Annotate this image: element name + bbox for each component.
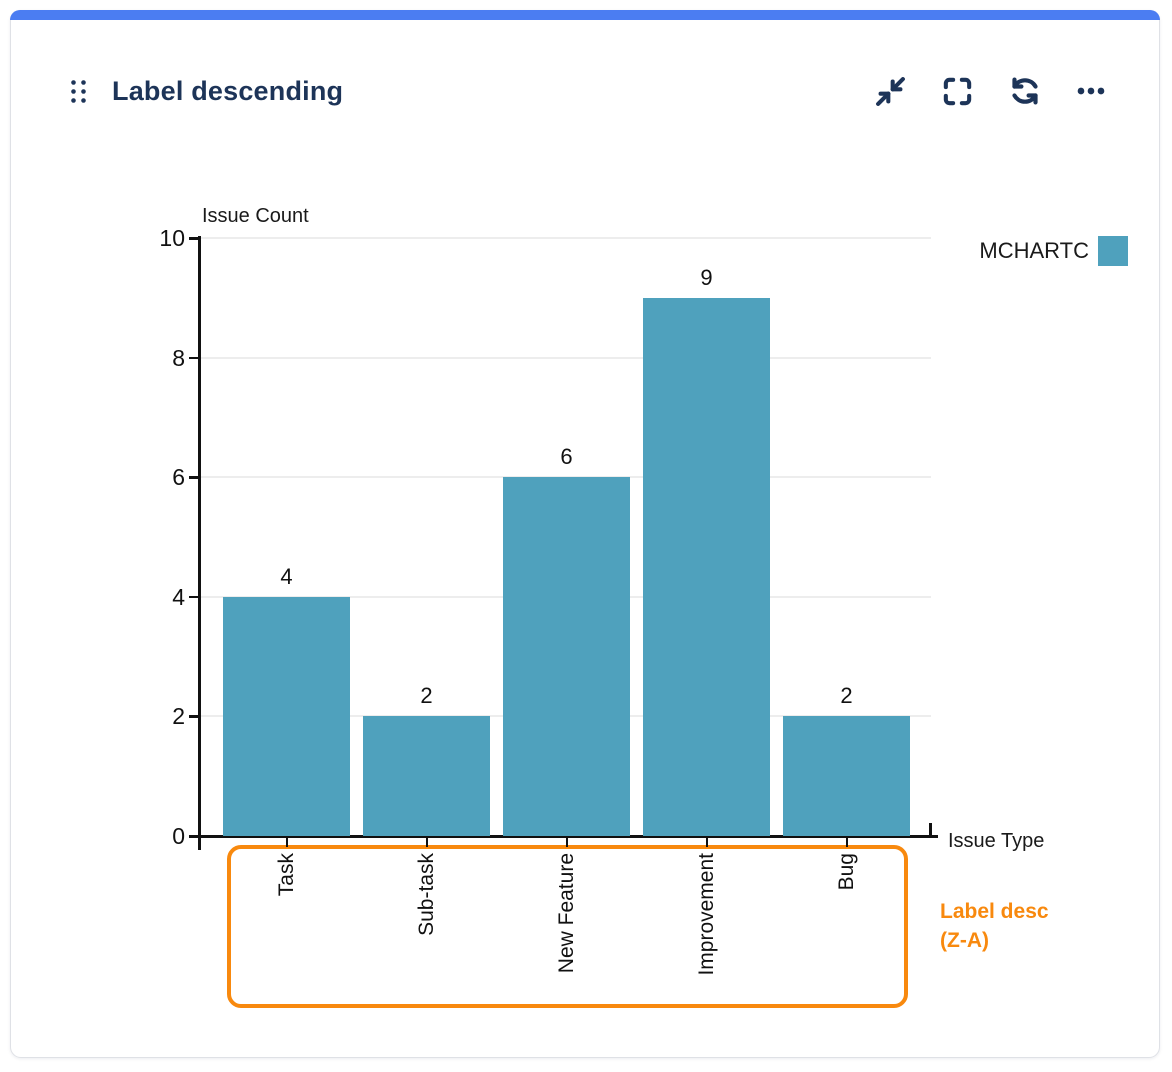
sort-highlight-box [227,845,908,1008]
x-axis-line [198,834,938,838]
bar-value-bug: 2 [840,683,853,709]
refresh-button[interactable] [1007,73,1043,109]
y-tick-label: 8 [172,344,185,371]
x-axis-title: Issue Type [948,830,1045,852]
y-tick-label: 10 [159,225,185,251]
legend-item[interactable]: MCHARTC [979,236,1128,266]
collapse-button[interactable] [873,74,908,109]
gadget-actions [873,73,1107,109]
gridline [201,237,931,239]
x-tick [705,838,708,847]
x-tick [845,838,848,847]
more-options-button[interactable] [1075,75,1107,107]
fullscreen-icon [943,77,972,105]
bar-value-sub-task: 2 [420,683,433,709]
bar-bug[interactable] [783,716,910,836]
legend-series-name: MCHARTC [979,238,1089,263]
legend-color-swatch [1098,236,1128,266]
x-tick [565,838,568,847]
gadget-title: Label descending [112,75,344,106]
collapse-icon [876,76,905,106]
bar-task[interactable] [223,596,350,836]
gadget-header: Label descending [69,69,1107,113]
y-tick [189,476,198,479]
y-tick-label: 6 [172,464,185,491]
y-tick [189,595,198,599]
x-tick [285,838,288,847]
y-tick [189,237,198,240]
bar-value-task: 4 [280,563,293,589]
x-label-new-feature: New Feature [554,853,578,974]
bar-value-improvement: 9 [700,264,713,290]
sort-annotation: Label desc (Z-A) [940,897,1049,955]
bar-improvement[interactable] [643,297,770,836]
drag-handle-icon[interactable] [69,78,88,105]
sort-annotation-line2: (Z-A) [940,929,989,952]
y-tick-label: 2 [172,703,185,730]
x-label-bug: Bug [834,853,858,891]
x-label-sub-task: Sub-task [414,853,438,936]
sort-annotation-line1: Label desc [940,900,1049,923]
y-axis-title: Issue Count [202,205,309,227]
y-axis-line [198,236,201,850]
bar-sub-task[interactable] [363,716,490,836]
y-tick-label: 4 [172,583,185,610]
ellipsis-icon [1077,87,1105,95]
y-tick [189,835,198,838]
x-tick [425,838,428,847]
bar-value-new-feature: 6 [560,444,573,470]
y-tick-label: 0 [172,823,185,849]
x-label-improvement: Improvement [694,853,718,976]
fullscreen-button[interactable] [940,74,975,109]
y-tick [189,356,198,360]
x-label-task: Task [274,853,298,897]
x-axis-end-tick [929,823,932,836]
y-tick [189,715,198,718]
gridline [201,356,931,359]
refresh-icon [1012,77,1038,105]
card-accent-bar [10,10,1160,20]
bar-new-feature[interactable] [503,477,630,836]
